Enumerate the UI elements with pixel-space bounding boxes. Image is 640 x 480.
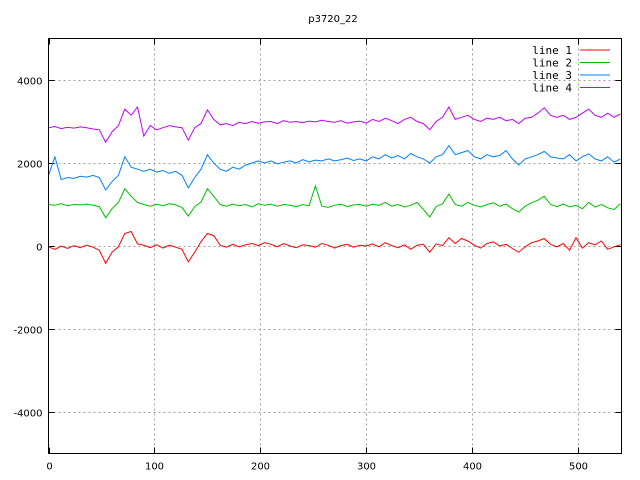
y-tick-label: 0 xyxy=(36,243,42,254)
x-tick-label: 0 xyxy=(46,462,52,473)
x-tick-label: 300 xyxy=(357,462,376,473)
series-line-4 xyxy=(48,105,621,144)
legend-label: line 1 xyxy=(532,44,572,57)
chart-title: p3720_22 xyxy=(308,14,358,25)
x-tick-label: 500 xyxy=(569,462,588,473)
legend-label: line 4 xyxy=(532,82,572,95)
grid xyxy=(48,38,622,454)
x-tick-label: 100 xyxy=(145,462,164,473)
series-line-3 xyxy=(48,144,621,191)
y-tick-label: 4000 xyxy=(17,77,42,88)
series-line-1 xyxy=(48,230,621,265)
legend-label: line 3 xyxy=(532,69,572,82)
y-tick-label: -2000 xyxy=(13,326,42,337)
x-tick-label: 400 xyxy=(463,462,482,473)
plot-border xyxy=(48,38,622,454)
y-tick-label: -4000 xyxy=(13,409,42,420)
axis-ticks: 0 100 200 300 400 500 -4000 -2000 0 2000 4000 xyxy=(13,38,622,473)
x-tick-label: 200 xyxy=(251,462,270,473)
series-lines xyxy=(48,105,621,265)
y-tick-label: 2000 xyxy=(17,160,42,171)
series-line-2 xyxy=(48,184,621,219)
legend-label: line 2 xyxy=(532,57,572,70)
